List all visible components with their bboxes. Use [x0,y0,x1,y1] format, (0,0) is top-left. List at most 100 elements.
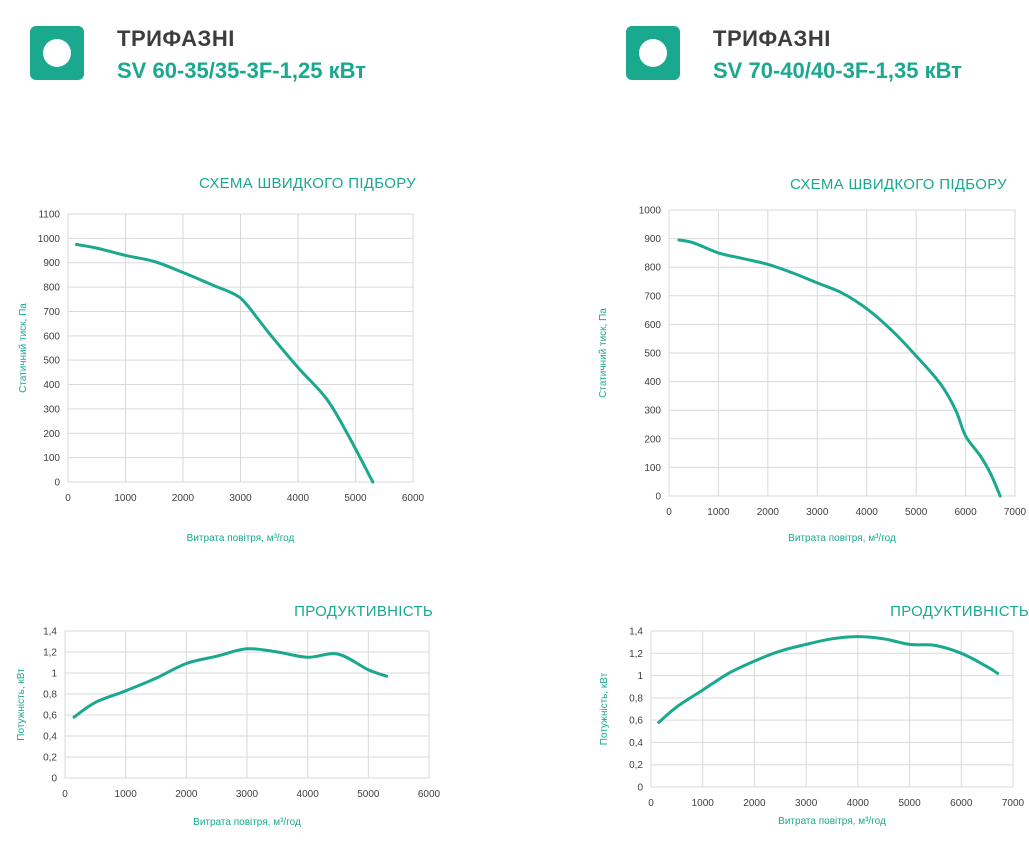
y-tick-label: 0,2 [43,753,57,764]
model-header-right: ТРИФАЗНІ SV 70-40/40-3F-1,35 кВт [626,22,1029,92]
y-tick-label: 1,4 [629,627,643,638]
x-tick-label: 1000 [707,507,730,518]
data-point [954,408,958,412]
data-point [366,668,370,672]
y-tick-label: 0,8 [43,690,57,701]
x-tick-label: 6000 [950,798,973,809]
x-tick-label: 3000 [795,798,818,809]
data-point [154,676,158,680]
x-tick-label: 7000 [1004,507,1027,518]
data-point [791,271,794,275]
data-point [840,291,844,295]
series-line [677,238,1002,498]
y-axis-label: Статичний тиск, Па [18,303,29,393]
data-point [934,644,937,647]
data-point [988,471,992,475]
x-tick-label: 0 [65,493,71,504]
data-point [890,328,893,332]
data-point [815,281,819,285]
data-point [804,642,808,646]
y-axis-label: Статичний тиск, Па [598,308,609,398]
data-point [181,271,185,274]
x-tick-label: 3000 [806,507,829,518]
x-tick-label: 2000 [175,789,198,800]
x-axis-label: Витрата повітря, м³/год [778,816,886,827]
y-tick-label: 900 [43,258,60,269]
y-tick-label: 500 [43,356,60,367]
x-tick-label: 5000 [344,493,367,504]
circle-in-square-icon [626,26,680,80]
x-tick-label: 0 [648,798,654,809]
data-point [675,705,679,709]
series-line [657,635,999,724]
y-tick-label: 1000 [639,206,662,217]
series-line [72,647,388,719]
y-tick-label: 0 [655,492,661,503]
x-tick-label: 2000 [757,507,780,518]
x-tick-label: 5000 [905,507,928,518]
y-tick-label: 800 [43,283,60,294]
data-point [964,434,967,438]
data-point [766,262,770,266]
data-point [336,652,340,656]
data-point [93,701,97,704]
chart-title: ПРОДУКТИВНІСТЬ [890,603,1029,620]
chart-title: СХЕМА ШВИДКОГО ПІДБОРУ [790,176,1007,193]
x-tick-label: 6000 [418,789,441,800]
y-tick-label: 700 [644,291,661,302]
data-point [914,354,918,358]
x-tick-label: 4000 [856,507,879,518]
x-tick-label: 4000 [287,493,310,504]
data-point [275,650,279,654]
data-point [215,654,219,658]
y-tick-label: 100 [644,463,661,474]
y-tick-label: 700 [43,307,60,318]
data-point [753,659,756,663]
y-tick-label: 500 [644,349,661,360]
pressure-chart-left: СХЕМА ШВИДКОГО ПІДБОРУ 0 100 200 300 400 500 60… [18,175,425,544]
x-tick-label: 5000 [357,789,380,800]
x-tick-label: 3000 [229,493,252,504]
y-tick-label: 0,6 [43,711,57,722]
y-tick-label: 1,4 [43,627,57,638]
y-tick-label: 1,2 [629,649,643,660]
y-tick-label: 1000 [38,234,61,245]
y-tick-label: 800 [644,263,661,274]
x-tick-label: 3000 [236,789,259,800]
data-point [233,293,237,296]
y-tick-label: 0 [637,783,643,794]
data-point [985,665,989,669]
x-tick-label: 4000 [297,789,320,800]
data-point [385,674,388,678]
y-axis-label: Потужність, кВт [599,672,610,745]
data-point [865,307,869,311]
y-tick-label: 0,4 [43,732,57,743]
data-point [701,688,705,692]
plot-area [650,630,1014,788]
data-point [741,257,745,261]
y-tick-label: 200 [644,434,661,445]
data-point [657,720,661,724]
data-point [727,671,730,675]
x-tick-label: 1000 [115,789,138,800]
model-header-left: ТРИФАЗНІ SV 60-35/35-3F-1,25 кВт [30,22,450,92]
data-point [267,331,271,335]
x-tick-label: 7000 [1002,798,1025,809]
x-tick-label: 2000 [172,493,195,504]
data-point [692,241,696,245]
data-point [677,238,681,242]
y-tick-label: 0 [54,478,60,489]
data-point [306,655,310,659]
y-tick-label: 200 [43,429,60,440]
y-tick-label: 0 [51,774,57,785]
data-point [72,715,76,719]
data-point [244,302,248,306]
x-axis-label: Витрата повітря, м³/год [187,533,295,544]
chart-title: СХЕМА ШВИДКОГО ПІДБОРУ [199,175,416,192]
x-tick-label: 6000 [402,493,425,504]
y-tick-label: 0,4 [629,738,643,749]
x-tick-label: 0 [62,789,68,800]
y-tick-label: 0,8 [629,693,643,704]
y-tick-label: 1 [637,671,643,682]
y-tick-label: 600 [644,320,661,331]
